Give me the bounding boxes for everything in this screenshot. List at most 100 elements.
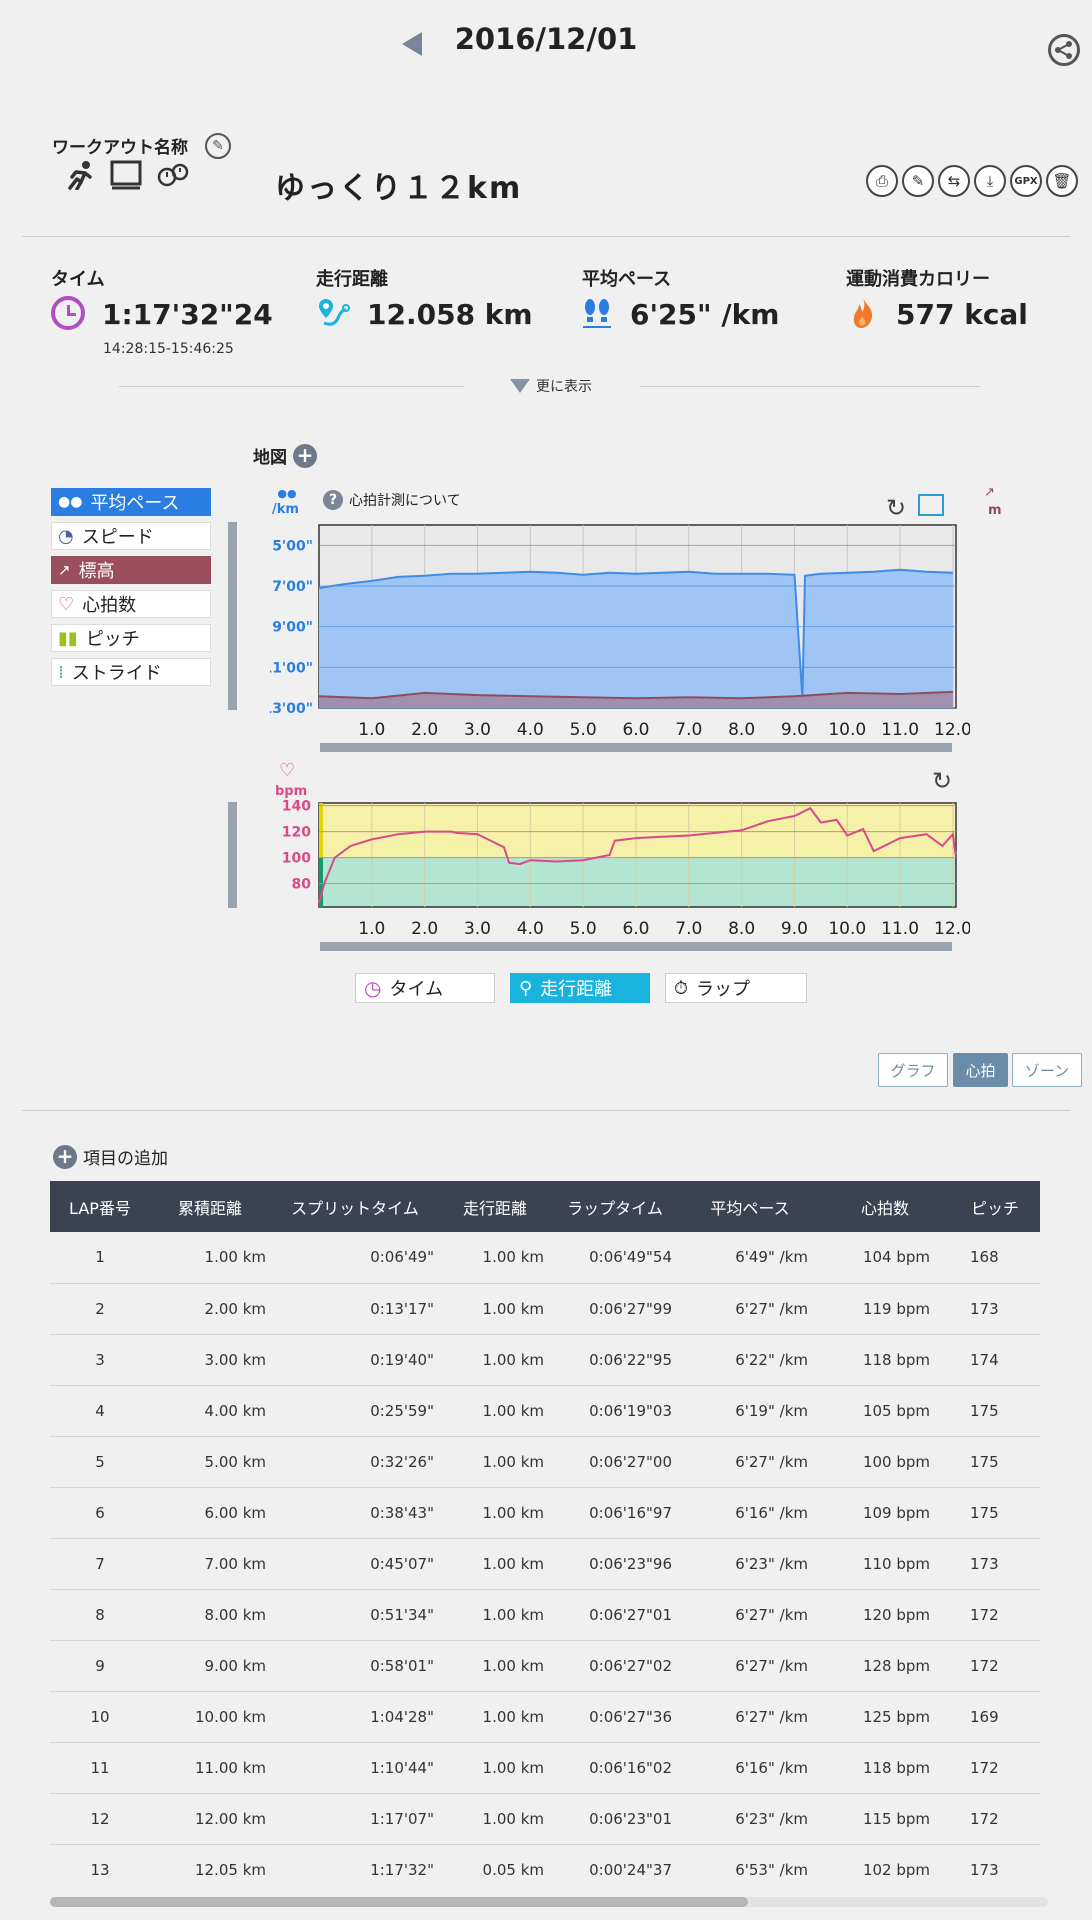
legend-heart-rate-label: 心拍数 (82, 595, 137, 616)
table-header-cell[interactable]: ラップタイム (550, 1181, 680, 1232)
table-header-cell[interactable]: LAP番号 (50, 1181, 150, 1232)
heart-rate-line (318, 806, 957, 904)
y-tick-label: 80 (292, 877, 312, 893)
transfer-icon: ⇆ (947, 172, 961, 190)
x-tick-label: 7.0 (675, 919, 702, 939)
table-cell: 6'27" /km (680, 1691, 820, 1743)
legend-pitch-label: ピッチ (85, 629, 140, 650)
zone-marker (319, 803, 323, 858)
table-cell: 3.00 km (150, 1334, 270, 1386)
legend-altitude[interactable]: ↗ 標高 (51, 556, 211, 584)
chart-scroll-handle[interactable] (228, 522, 237, 710)
y-left-tick-label: 5'00" (272, 538, 313, 554)
distance-value: 12.058 km (367, 298, 533, 331)
chart-scroll-handle[interactable] (228, 802, 237, 908)
table-cell: 0:00'24"37 (550, 1844, 680, 1891)
table-cell: 6'22" /km (680, 1334, 820, 1386)
x-axis-time-label: タイム (389, 979, 444, 1000)
heart-view-button[interactable]: 心拍 (953, 1053, 1008, 1087)
table-row: 4 4.00 km 0:25'59" 1.00 km 0:06'19"03 6'19" /… (50, 1385, 1040, 1437)
print-button[interactable]: ⎙ (866, 165, 898, 197)
table-cell: 6'16" /km (680, 1487, 820, 1539)
plus-icon: + (293, 443, 317, 468)
zoom-icon[interactable] (918, 494, 944, 516)
table-cell: 169 (950, 1691, 1040, 1743)
table-cell: 1 (50, 1232, 150, 1284)
table-cell: 0.05 km (440, 1844, 550, 1891)
table-cell: 1.00 km (440, 1487, 550, 1539)
table-cell: 1.00 km (440, 1589, 550, 1641)
zone-view-button[interactable]: ゾーン (1012, 1053, 1082, 1087)
table-cell: 13 (50, 1844, 150, 1891)
chart-x-scroll[interactable] (320, 942, 952, 951)
workout-date: 2016/12/01 (454, 22, 638, 56)
time-label: タイム (51, 269, 105, 290)
table-cell: 1.00 km (440, 1232, 550, 1284)
pencil-icon: ✎ (212, 138, 224, 154)
legend-stride[interactable]: ⁞ ストライド (51, 658, 211, 686)
legend-stride-label: ストライド (71, 663, 162, 684)
table-cell: 109 bpm (820, 1487, 950, 1539)
legend-heart-rate[interactable]: ♡ 心拍数 (51, 590, 211, 618)
graph-view-button[interactable]: グラフ (878, 1053, 948, 1087)
table-cell: 118 bpm (820, 1334, 950, 1386)
table-cell: 1:17'07" (270, 1793, 440, 1845)
x-tick-label: 9.0 (781, 919, 808, 939)
table-cell: 10.00 km (150, 1691, 270, 1743)
pitch-icon: ▮▮ (58, 627, 78, 649)
x-tick-label: 6.0 (622, 720, 649, 740)
pace-line (318, 568, 953, 698)
help-icon: ? (323, 490, 343, 510)
x-tick-label: 1.0 (358, 720, 385, 740)
add-item-button[interactable]: + 項目の追加 (53, 1144, 168, 1169)
x-axis-lap-button[interactable]: ⏱ ラップ (665, 973, 807, 1003)
download-button[interactable]: ⤓ (974, 165, 1006, 197)
table-cell: 6'23" /km (680, 1793, 820, 1845)
table-cell: 2.00 km (150, 1283, 270, 1335)
hr-zone (319, 803, 956, 858)
x-axis-distance-button[interactable]: ⚲ 走行距離 (510, 973, 650, 1003)
reset-zoom-icon[interactable]: ↻ (886, 494, 907, 522)
x-tick-label: 2.0 (411, 919, 438, 939)
previous-day-button[interactable] (402, 32, 422, 56)
edit-name-button[interactable]: ✎ (205, 133, 231, 159)
table-cell: 118 bpm (820, 1742, 950, 1794)
legend-speed[interactable]: ◔ スピード (51, 522, 211, 550)
table-header-cell[interactable]: 平均ペース (680, 1181, 820, 1232)
share-button[interactable] (1048, 34, 1080, 66)
table-cell: 172 (950, 1640, 1040, 1692)
table-cell: 172 (950, 1589, 1040, 1641)
legend-pace[interactable]: ●● 平均ペース (51, 488, 211, 516)
table-cell: 6'27" /km (680, 1589, 820, 1641)
map-label: 地図 (253, 448, 287, 468)
hr-about-link[interactable]: ? 心拍計測について (323, 490, 461, 510)
delete-button[interactable]: 🗑 (1046, 165, 1078, 197)
calories-label: 運動消費カロリー (846, 269, 990, 290)
legend-pitch[interactable]: ▮▮ ピッチ (51, 624, 211, 652)
reset-zoom-icon[interactable]: ↻ (932, 767, 953, 795)
table-cell: 1.00 km (440, 1436, 550, 1488)
table-cell: 7.00 km (150, 1538, 270, 1590)
table-header-cell[interactable]: 心拍数 (820, 1181, 950, 1232)
table-header-cell[interactable]: スプリットタイム (270, 1181, 440, 1232)
pace-altitude-chart: 1.0 2.0 3.0 4.0 5.0 6.0 7.0 8.0 9.0 10.0 11.0 12.0 5… (270, 524, 970, 740)
table-header-cell[interactable]: ピッチ (950, 1181, 1040, 1232)
x-axis-time-button[interactable]: ◷ タイム (355, 973, 495, 1003)
table-cell: 1.00 km (440, 1691, 550, 1743)
edit-button[interactable]: ✎ (902, 165, 934, 197)
map-toggle[interactable]: 地図 + (253, 443, 317, 468)
transfer-button[interactable]: ⇆ (938, 165, 970, 197)
table-scrollbar-thumb[interactable] (50, 1897, 748, 1907)
x-tick-label: 8.0 (728, 919, 755, 939)
table-header-cell[interactable]: 累積距離 (150, 1181, 270, 1232)
legend-speed-label: スピード (81, 527, 154, 548)
chart-x-scroll[interactable] (320, 743, 952, 752)
table-cell: 168 (950, 1232, 1040, 1284)
gpx-export-button[interactable]: GPX (1010, 165, 1042, 197)
show-more-button[interactable]: 更に表示 (510, 376, 592, 396)
table-cell: 115 bpm (820, 1793, 950, 1845)
table-header-cell[interactable]: 走行距離 (440, 1181, 550, 1232)
table-row: 11 11.00 km 1:10'44" 1.00 km 0:06'16"02 6'16"… (50, 1742, 1040, 1794)
divider (22, 1110, 1070, 1111)
hr-zone (319, 857, 956, 907)
